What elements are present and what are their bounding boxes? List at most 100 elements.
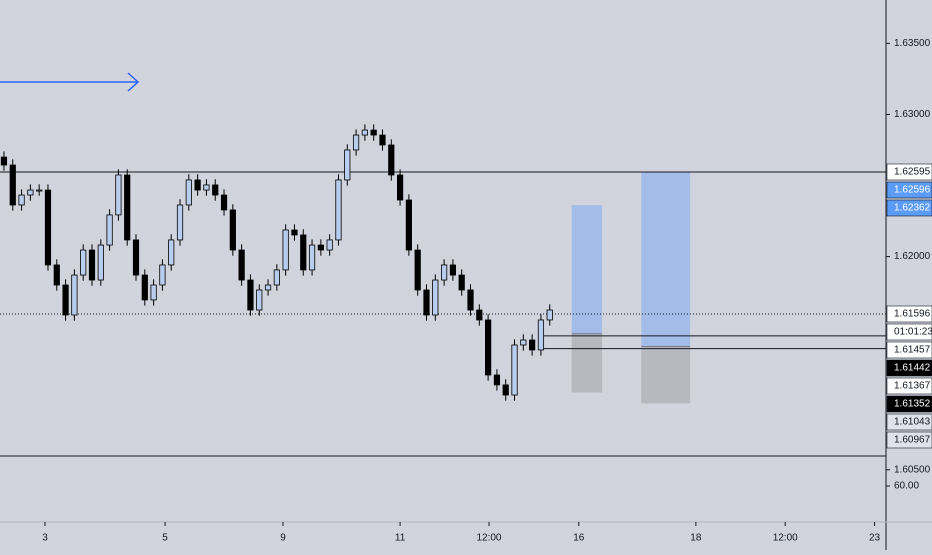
- x-tick-label: 9: [280, 533, 286, 544]
- candle-body: [291, 229, 298, 236]
- candle-body: [405, 199, 412, 251]
- x-tick-label: 18: [690, 533, 702, 544]
- y-tick-label: 1.63500: [894, 38, 931, 49]
- position-profit: [641, 171, 691, 347]
- candle-body: [493, 374, 501, 386]
- candle-body: [352, 134, 360, 151]
- candle-body: [414, 249, 421, 291]
- x-tick-label: 12:00: [476, 533, 501, 544]
- candle-body: [238, 249, 245, 281]
- candle-body: [396, 174, 404, 201]
- price-tag-label: 1.61352: [894, 399, 931, 410]
- price-tag-label: 1.62595: [894, 167, 931, 178]
- candle-body: [132, 239, 140, 276]
- candle-body: [27, 189, 34, 196]
- candle-body: [502, 384, 509, 396]
- price-tag-label: 1.60967: [894, 435, 931, 446]
- candle-body: [529, 339, 536, 351]
- candle-body: [203, 184, 210, 191]
- price-tag: [886, 323, 932, 341]
- candle-body: [80, 249, 87, 276]
- candle-body: [458, 274, 465, 291]
- price-tag-label: 1.62596: [894, 185, 931, 196]
- candle-body: [537, 319, 545, 351]
- price-tag: [886, 199, 932, 217]
- price-tag: [886, 181, 932, 199]
- x-tick-label: 11: [395, 533, 406, 544]
- candle-body: [511, 344, 518, 396]
- y-tick-label: 1.63000: [894, 109, 931, 120]
- candle-body: [264, 284, 272, 291]
- candle-body: [326, 239, 333, 251]
- candle-body: [9, 164, 16, 206]
- candle-body: [467, 289, 474, 311]
- candle-body: [53, 264, 60, 286]
- price-tag-label: 01:01:23: [894, 327, 932, 338]
- y-tick-label: 1.60500: [894, 464, 931, 475]
- price-tag: [886, 377, 932, 395]
- candle-body: [97, 244, 104, 281]
- candle-body: [432, 279, 439, 316]
- candle-body: [520, 339, 527, 346]
- candle-body: [44, 189, 52, 266]
- candle-body: [141, 274, 148, 301]
- candle-body: [546, 309, 553, 321]
- x-tick-label: 5: [162, 533, 168, 544]
- candle-body: [423, 289, 430, 316]
- indicator-label: 60.00: [894, 481, 919, 492]
- candle-body: [256, 289, 263, 311]
- price-tag: [886, 359, 932, 377]
- candle-body: [185, 179, 192, 206]
- price-tag: [886, 305, 932, 323]
- candle-body: [308, 244, 316, 271]
- candle-body: [300, 234, 307, 271]
- candle-body: [335, 179, 342, 241]
- candle-body: [485, 319, 492, 376]
- price-tag-label: 1.61596: [894, 309, 931, 320]
- candle-body: [229, 209, 236, 251]
- candle-body: [379, 134, 386, 146]
- candle-body: [62, 284, 69, 316]
- price-tag: [886, 341, 932, 359]
- candle-body: [370, 129, 377, 136]
- price-tag: [886, 431, 932, 449]
- candle-body: [194, 179, 201, 191]
- position-profit: [571, 205, 603, 334]
- price-tag-label: 1.61043: [894, 417, 931, 428]
- price-tag: [886, 395, 932, 413]
- candle-body: [106, 214, 113, 246]
- position-loss: [641, 346, 691, 404]
- candle-body: [0, 156, 8, 166]
- y-tick-label: 1.62000: [894, 251, 931, 262]
- candle-body: [441, 264, 448, 281]
- candle-body: [361, 129, 368, 136]
- x-tick-label: 23: [869, 533, 881, 544]
- arrow-head: [127, 72, 140, 92]
- x-tick-label: 3: [42, 533, 48, 544]
- candle-body: [18, 194, 25, 206]
- candle-body: [212, 184, 219, 196]
- candle-body: [115, 174, 122, 216]
- candle-body: [36, 189, 43, 192]
- price-tag-label: 1.62362: [894, 203, 931, 214]
- candle-body: [220, 194, 228, 211]
- candle-body: [159, 264, 166, 286]
- candle-body: [476, 309, 483, 321]
- position-loss: [571, 333, 603, 393]
- price-tag: [886, 163, 932, 181]
- price-tag: [886, 413, 932, 431]
- x-tick-label: 12:00: [773, 533, 798, 544]
- candle-body: [317, 244, 324, 251]
- x-tick-label: 16: [573, 533, 585, 544]
- price-tag-label: 1.61367: [894, 381, 931, 392]
- candle-body: [388, 144, 395, 176]
- price-tag-label: 1.61442: [894, 363, 931, 374]
- candle-body: [150, 284, 157, 301]
- candle-body: [88, 249, 96, 281]
- price-tag-label: 1.61457: [894, 345, 931, 356]
- candle-body: [168, 239, 175, 266]
- candle-body: [282, 229, 289, 271]
- candle-body: [176, 204, 184, 241]
